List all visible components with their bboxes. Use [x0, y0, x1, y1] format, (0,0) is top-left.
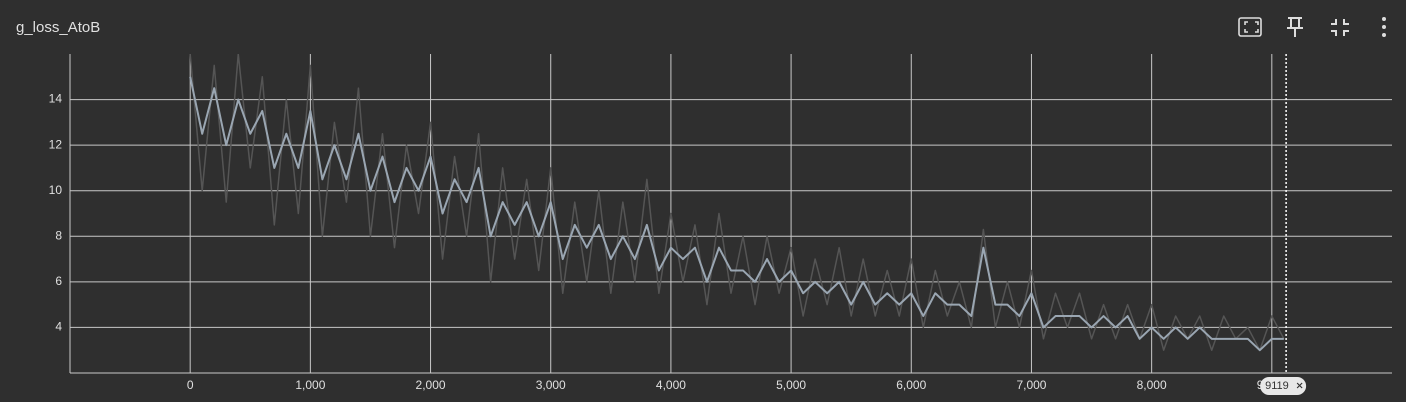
y-tick-label: 14 — [49, 92, 63, 106]
x-tick-label: 3,000 — [536, 378, 566, 392]
collapse-icon[interactable] — [1331, 19, 1349, 36]
hover-close-icon[interactable] — [1296, 382, 1303, 389]
x-tick-label: 8,000 — [1137, 378, 1167, 392]
hover-badge — [1260, 377, 1307, 395]
hover: 9119 — [1260, 54, 1307, 395]
x-tick-label: 2,000 — [416, 378, 446, 392]
x-tick-label: 1,000 — [295, 378, 325, 392]
y-tick-label: 6 — [55, 274, 62, 288]
x-tick-label: 6,000 — [896, 378, 926, 392]
chart-title: g_loss_AtoB — [16, 19, 100, 36]
y-tick-label: 12 — [49, 137, 63, 151]
y-tick-label: 10 — [49, 183, 63, 197]
hover-label: 9119 — [1265, 380, 1289, 392]
x-tick-label: 7,000 — [1016, 378, 1046, 392]
y-tick-label: 4 — [55, 320, 62, 334]
fit-icon[interactable] — [1238, 17, 1262, 37]
menu-icon[interactable] — [1382, 17, 1386, 37]
pin-icon[interactable] — [1287, 17, 1303, 37]
x-tick-label: 0 — [187, 378, 194, 392]
plot-area — [189, 54, 1285, 352]
x-tick-label: 4,000 — [656, 378, 686, 392]
x-tick-label: 5,000 — [776, 378, 806, 392]
series-line — [189, 76, 1284, 352]
y-tick-label: 8 — [55, 228, 62, 242]
series-line — [189, 54, 1285, 351]
